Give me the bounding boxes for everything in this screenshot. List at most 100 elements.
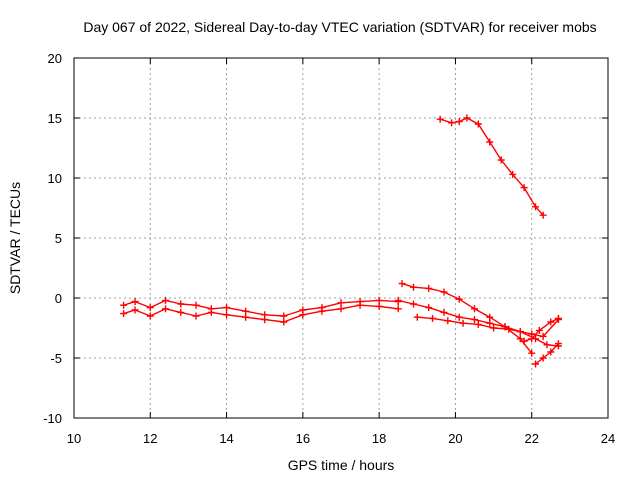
series-track-f <box>532 340 562 368</box>
series-line <box>535 343 559 365</box>
data-point <box>120 310 128 318</box>
series-track-upper-right <box>436 114 547 219</box>
data-point <box>505 325 513 333</box>
data-point <box>486 313 494 321</box>
data-point <box>486 138 494 146</box>
data-point <box>192 312 200 320</box>
series-track-b <box>120 301 402 326</box>
series-track-a <box>120 296 402 320</box>
y-tick-label: 20 <box>48 51 62 66</box>
data-point <box>425 304 433 312</box>
data-point <box>497 156 505 164</box>
x-tick-label: 12 <box>143 431 157 446</box>
y-tick-label: 5 <box>55 231 62 246</box>
data-point <box>280 318 288 326</box>
data-point <box>528 335 536 343</box>
data-point <box>192 301 200 309</box>
data-point <box>509 170 517 178</box>
data-point <box>223 304 231 312</box>
data-point <box>223 311 231 319</box>
data-point <box>177 300 185 308</box>
data-point <box>242 307 250 315</box>
y-tick-label: 10 <box>48 171 62 186</box>
data-point <box>409 283 417 291</box>
data-point <box>490 324 498 332</box>
x-tick-label: 20 <box>448 431 462 446</box>
y-tick-label: 15 <box>48 111 62 126</box>
axis-ticks: 10 12 14 16 18 20 22 24 -10 -5 0 5 10 15 20 <box>43 51 615 446</box>
data-point <box>280 312 288 320</box>
data-point <box>486 319 494 327</box>
data-point <box>463 114 471 122</box>
data-point <box>516 335 524 343</box>
data-point <box>131 298 139 306</box>
data-point <box>532 360 540 368</box>
data-point <box>375 302 383 310</box>
data-point <box>409 300 417 308</box>
data-point <box>299 311 307 319</box>
data-point <box>455 118 463 126</box>
y-tick-label: -5 <box>50 351 62 366</box>
data-point <box>337 299 345 307</box>
data-point <box>455 313 463 321</box>
x-tick-label: 24 <box>601 431 615 446</box>
series-track-g <box>520 314 562 345</box>
data-point <box>547 318 555 326</box>
data-point <box>539 332 547 340</box>
series-line <box>401 282 533 354</box>
data-point <box>394 305 402 313</box>
data-point <box>177 308 185 316</box>
data-point <box>543 341 551 349</box>
x-tick-label: 14 <box>219 431 233 446</box>
data-point <box>440 288 448 296</box>
data-point <box>547 348 555 356</box>
data-point <box>474 120 482 128</box>
data-point <box>436 115 444 123</box>
data-point <box>120 301 128 309</box>
data-point <box>356 301 364 309</box>
data-point <box>375 296 383 304</box>
series-track-d <box>398 280 536 357</box>
data-point <box>535 326 543 334</box>
grid <box>74 58 608 418</box>
data-point <box>532 203 540 211</box>
data-point <box>554 340 562 348</box>
data-point <box>261 316 269 324</box>
data-point <box>554 314 562 322</box>
x-tick-label: 18 <box>372 431 386 446</box>
y-tick-label: 0 <box>55 291 62 306</box>
data-point <box>516 328 524 336</box>
data-point <box>318 307 326 315</box>
x-axis-label: GPS time / hours <box>288 457 395 473</box>
data-point <box>146 304 154 312</box>
data-point <box>162 305 170 313</box>
data-series <box>120 114 562 368</box>
data-point <box>242 313 250 321</box>
x-tick-label: 10 <box>67 431 81 446</box>
series-line <box>439 117 544 216</box>
data-point <box>471 316 478 324</box>
chart-title: Day 067 of 2022, Sidereal Day-to-day VTE… <box>83 19 596 35</box>
data-point <box>207 308 215 316</box>
y-axis-label: SDTVAR / TECUs <box>7 182 23 294</box>
data-point <box>425 284 433 292</box>
data-point <box>520 184 528 192</box>
data-point <box>429 314 437 322</box>
data-point <box>539 354 547 362</box>
data-point <box>471 305 478 313</box>
data-point <box>455 295 463 303</box>
data-point <box>539 211 547 219</box>
data-point <box>448 119 456 127</box>
data-point <box>520 337 528 345</box>
x-tick-label: 16 <box>296 431 310 446</box>
y-tick-label: -10 <box>43 411 62 426</box>
data-point <box>459 319 467 327</box>
data-point <box>131 306 139 314</box>
data-point <box>337 305 345 313</box>
data-point <box>162 296 170 304</box>
data-point <box>394 296 402 304</box>
data-point <box>528 349 536 357</box>
data-point <box>146 312 154 320</box>
x-tick-label: 22 <box>524 431 538 446</box>
